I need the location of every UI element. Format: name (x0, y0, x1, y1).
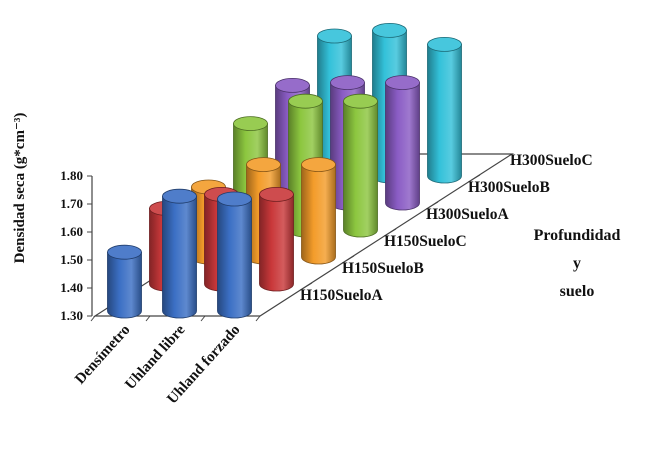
x-tick (145, 315, 151, 322)
y-tick-label: 1.60 (60, 224, 83, 239)
series-label: H150SueloC (384, 233, 467, 250)
bar (217, 191, 252, 319)
series-label: H150SueloB (342, 260, 424, 277)
bar (107, 244, 142, 319)
x-category-label: Densímetro (72, 322, 133, 388)
bar (301, 157, 336, 265)
y-tick-label: 1.80 (60, 168, 83, 183)
x-tick (255, 315, 261, 322)
depth-axis-title: Profundidad y suelo (512, 222, 642, 306)
depth-tick (343, 255, 355, 263)
bars (107, 22, 462, 319)
depth-title-line-3: suelo (559, 283, 595, 300)
series-label: H300SueloC (510, 152, 593, 169)
x-tick (200, 315, 206, 322)
depth-title-line-2: y (573, 255, 581, 272)
depth-tick (427, 201, 439, 209)
y-axis-label: Densidad seca (g*cm⁻³) (12, 113, 28, 264)
series-label: H300SueloB (468, 179, 550, 196)
x-tick (90, 315, 96, 322)
bar (259, 186, 294, 292)
series-labels: H150SueloA H150SueloB H150SueloC H300SueloA… (300, 152, 593, 304)
y-tick-label: 1.50 (60, 252, 83, 267)
depth-title-line-1: Profundidad (533, 227, 621, 244)
series-label: H150SueloA (300, 287, 383, 304)
bar (427, 37, 462, 184)
bar (343, 93, 378, 238)
y-axis: 1.30 1.40 1.50 1.60 1.70 1.80 (60, 168, 93, 323)
bar (162, 188, 197, 319)
y-tick-label: 1.30 (60, 308, 83, 323)
y-tick-label: 1.40 (60, 280, 83, 295)
depth-tick (385, 228, 397, 236)
depth-tick (469, 174, 481, 182)
y-tick-label: 1.70 (60, 196, 83, 211)
depth-tick (301, 282, 313, 290)
bar (385, 75, 420, 211)
series-label: H300SueloA (426, 206, 509, 223)
